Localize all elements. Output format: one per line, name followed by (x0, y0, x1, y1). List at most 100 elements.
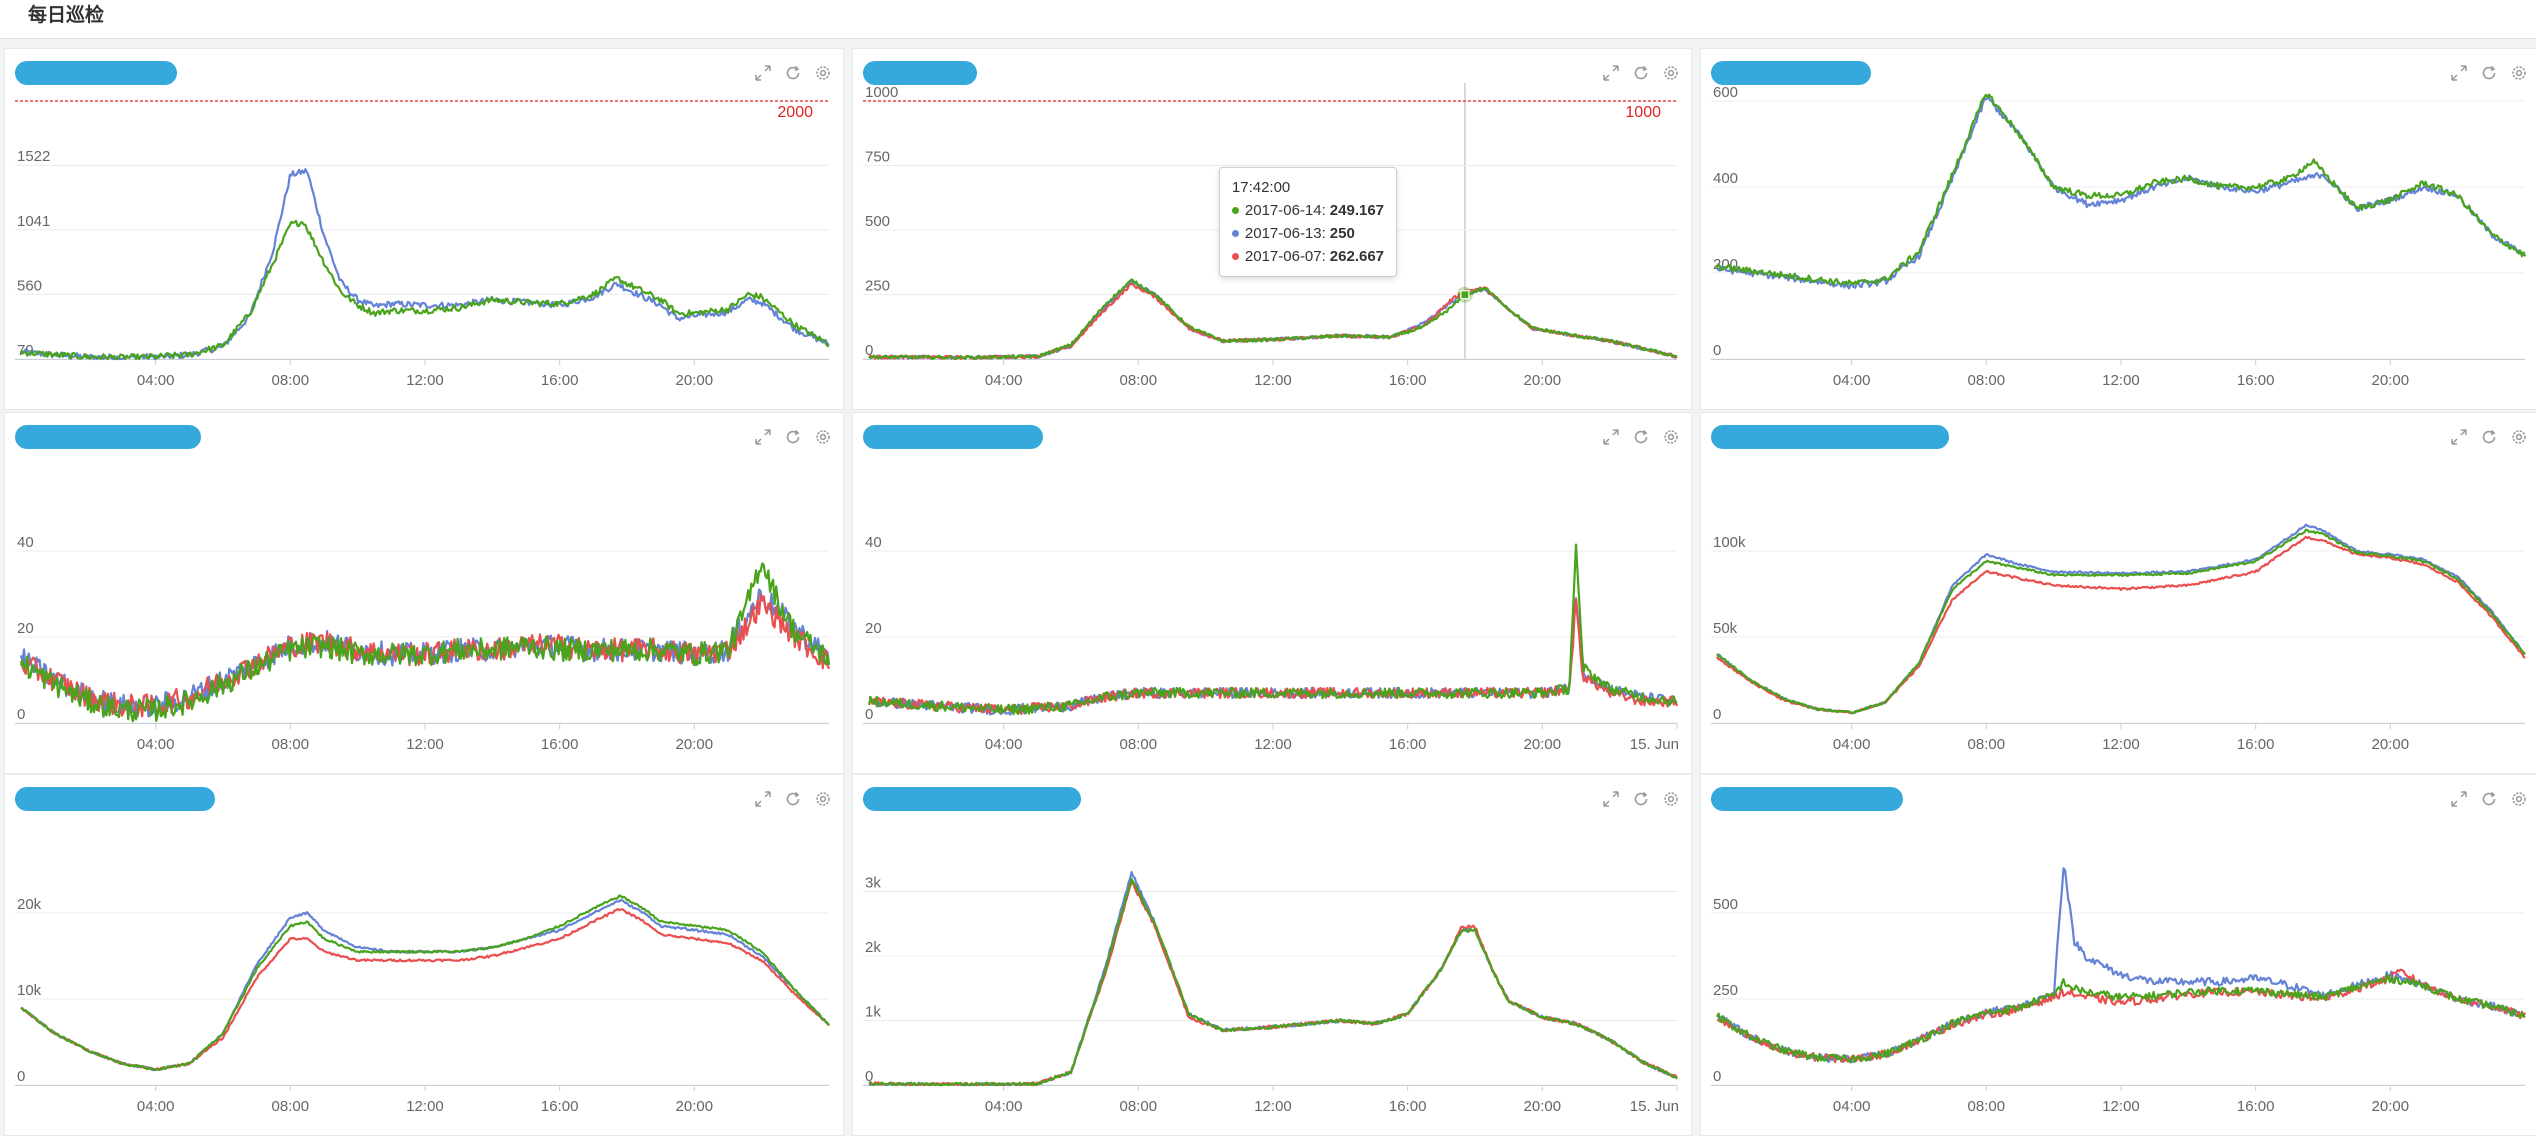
panel-toolbar (1601, 63, 1681, 83)
refresh-icon[interactable] (783, 63, 803, 83)
hover-point (1460, 290, 1470, 300)
x-tick-label: 08:00 (1968, 372, 2006, 389)
x-tick-label: 15. Jun (1630, 1098, 1679, 1115)
series-line-3 (1716, 528, 2526, 715)
chart-panel-1: 79 560 1041 1522 04:00 08:00 12:00 16:00 20:00 20… (4, 48, 844, 410)
settings-icon[interactable] (2509, 63, 2529, 83)
chart-panel-7: 0 10k 20k 04:00 08:00 12:00 16:00 20:00 (4, 774, 844, 1136)
x-tick-label: 08:00 (272, 1098, 310, 1115)
tooltip-date: 2017-06-07: (1244, 247, 1326, 265)
settings-icon[interactable] (1661, 63, 1681, 83)
x-tick-label: 16:00 (1389, 372, 1427, 389)
refresh-icon[interactable] (783, 427, 803, 447)
refresh-icon[interactable] (2479, 427, 2499, 447)
expand-icon[interactable] (2449, 63, 2469, 83)
y-tick-label: 500 (865, 213, 890, 230)
expand-icon[interactable] (1601, 427, 1621, 447)
y-tick-label: 250 (865, 278, 890, 295)
y-tick-label: 560 (17, 277, 42, 294)
expand-icon[interactable] (1601, 63, 1621, 83)
y-tick-label: 3k (865, 875, 881, 892)
y-tick-label: 2k (865, 939, 881, 956)
y-tick-label: 20 (865, 620, 882, 637)
panel-toolbar (1601, 427, 1681, 447)
panel-title (1711, 61, 1871, 85)
expand-icon[interactable] (753, 789, 773, 809)
x-tick-label: 16:00 (541, 1098, 579, 1115)
x-tick-label: 12:00 (406, 736, 444, 753)
panel-title (1711, 425, 1949, 449)
panel-title (863, 787, 1081, 811)
panel-title (863, 61, 977, 85)
refresh-icon[interactable] (1631, 789, 1651, 809)
y-tick-label: 0 (17, 1068, 25, 1085)
refresh-icon[interactable] (2479, 789, 2499, 809)
settings-icon[interactable] (2509, 427, 2529, 447)
x-tick-label: 08:00 (1968, 1098, 2006, 1115)
panel-toolbar (753, 427, 833, 447)
settings-icon[interactable] (813, 427, 833, 447)
y-tick-label: 10k (17, 982, 42, 999)
panel-title (1711, 787, 1903, 811)
x-tick-label: 20:00 (1524, 1098, 1562, 1115)
settings-icon[interactable] (813, 63, 833, 83)
threshold-label: 1000 (1625, 104, 1661, 121)
panel-toolbar (2449, 789, 2529, 809)
refresh-icon[interactable] (1631, 63, 1651, 83)
x-tick-label: 20:00 (1524, 736, 1562, 753)
line-chart: 0 250 500 750 1000 04:00 08:00 12:00 16:00 20:00 1… (863, 83, 1678, 389)
x-tick-label: 20:00 (676, 1098, 714, 1115)
chart-panel-6: 0 50k 100k 04:00 08:00 12:00 16:00 20:00 (1700, 412, 2536, 774)
x-tick-label: 08:00 (1120, 1098, 1158, 1115)
panel-toolbar (1601, 789, 1681, 809)
series-line-3 (1716, 974, 2526, 1064)
expand-icon[interactable] (753, 427, 773, 447)
tooltip-date: 2017-06-14: (1244, 201, 1326, 219)
expand-icon[interactable] (753, 63, 773, 83)
tooltip-row: 2017-06-14: 249.167 (1231, 199, 1385, 222)
series-dot-icon (1231, 252, 1239, 260)
y-tick-label: 0 (865, 342, 873, 359)
series-line-1 (20, 898, 830, 1072)
settings-icon[interactable] (1661, 427, 1681, 447)
series-line-3 (867, 543, 1678, 716)
y-tick-label: 0 (865, 706, 873, 723)
series-dot-icon (1231, 229, 1239, 237)
refresh-icon[interactable] (2479, 63, 2499, 83)
y-tick-label: 0 (17, 706, 25, 723)
chart-panel-2: 0 250 500 750 1000 04:00 08:00 12:00 16:00 20:00 1… (852, 48, 1692, 410)
x-tick-label: 08:00 (272, 736, 310, 753)
settings-icon[interactable] (2509, 789, 2529, 809)
y-tick-label: 0 (1713, 1068, 1721, 1085)
chart-panel-8: 0 1k 2k 3k 04:00 08:00 12:00 16:00 20:00 15. Jun (852, 774, 1692, 1136)
series-line-3 (868, 878, 1678, 1087)
tooltip-value: 249.167 (1329, 201, 1385, 219)
series-line-1 (1716, 96, 2526, 290)
expand-icon[interactable] (2449, 789, 2469, 809)
x-tick-label: 16:00 (541, 736, 579, 753)
x-tick-label: 12:00 (2102, 736, 2140, 753)
x-tick-label: 20:00 (676, 372, 714, 389)
expand-icon[interactable] (2449, 427, 2469, 447)
x-tick-label: 20:00 (676, 736, 714, 753)
y-tick-label: 500 (1713, 896, 1738, 913)
x-tick-label: 16:00 (1389, 736, 1427, 753)
panel-toolbar (2449, 63, 2529, 83)
settings-icon[interactable] (813, 789, 833, 809)
panel-title (15, 425, 201, 449)
panel-title (863, 425, 1043, 449)
y-tick-label: 1k (865, 1004, 881, 1021)
x-tick-label: 20:00 (2372, 372, 2410, 389)
series-line-1 (868, 279, 1678, 360)
threshold-label: 2000 (777, 104, 813, 121)
line-chart: 0 20 40 04:00 08:00 12:00 16:00 20:00 15. Jun (863, 534, 1679, 753)
x-tick-label: 04:00 (137, 1098, 175, 1115)
series-line-3 (20, 894, 830, 1072)
settings-icon[interactable] (1661, 789, 1681, 809)
refresh-icon[interactable] (783, 789, 803, 809)
expand-icon[interactable] (1601, 789, 1621, 809)
line-chart: 0 10k 20k 04:00 08:00 12:00 16:00 20:00 (15, 894, 830, 1115)
refresh-icon[interactable] (1631, 427, 1651, 447)
